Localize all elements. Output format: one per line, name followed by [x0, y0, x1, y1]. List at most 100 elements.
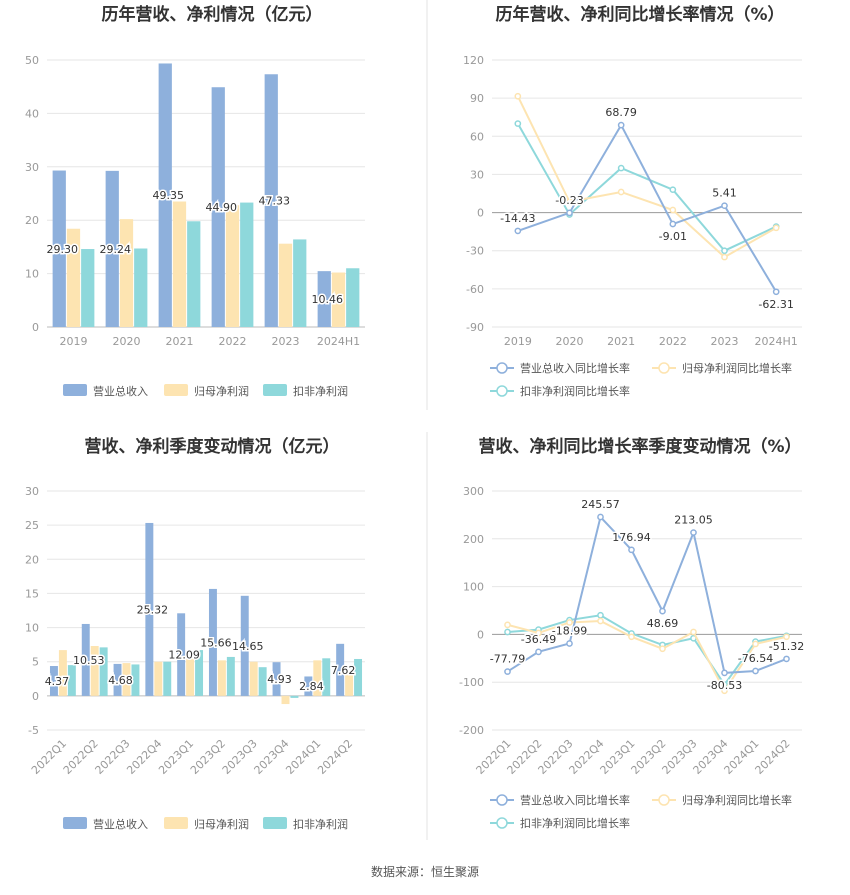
series-point [535, 629, 542, 637]
series-line [507, 620, 787, 693]
series-point [617, 121, 625, 129]
data-label: 14.65 [232, 640, 264, 653]
data-label: -76.54 [738, 652, 773, 665]
y-tick-label: -60 [466, 283, 484, 296]
y-tick-label: 25 [25, 519, 39, 532]
chart-annual-amount: 历年营收、净利情况（亿元） 0 10 20 30 40 50 2019 2020 2021 2022… [25, 4, 365, 398]
legend-swatch [164, 817, 188, 829]
y-tick-label: 30 [25, 485, 39, 498]
source-note: 数据来源：恒生聚源 [371, 864, 479, 879]
series-line [506, 514, 787, 674]
legend-label: 扣非净利润同比增长率 [520, 816, 630, 830]
x-tick-label: 2023 [272, 335, 300, 348]
y-tick-label: 90 [470, 92, 484, 105]
series-point [566, 619, 573, 626]
series-point [566, 198, 573, 206]
legend-label: 归母净利润 [194, 817, 249, 831]
legend-label: 营业总收入 [93, 817, 148, 831]
series-point [721, 669, 728, 677]
bar-net-profit [172, 201, 187, 327]
data-label: 47.33 [259, 195, 291, 208]
bar-revenue [105, 170, 119, 327]
bar-net-profit [186, 658, 195, 696]
data-label: 48.69 [647, 617, 679, 630]
bar-revenue [272, 662, 281, 696]
data-label: 213.05 [674, 514, 713, 527]
x-tick-label: 2021 [166, 335, 194, 348]
bar-net-profit [345, 674, 354, 696]
x-tick-label: 2024Q2 [315, 737, 355, 777]
bar-revenue [113, 663, 122, 696]
y-tick-label: 0 [32, 321, 39, 334]
y-tick-label: 40 [25, 107, 39, 120]
legend-label: 归母净利润同比增长率 [682, 361, 792, 375]
series-point [659, 607, 666, 615]
legend-label: 营业总收入同比增长率 [520, 361, 630, 375]
legend-marker [496, 794, 508, 806]
bar-deducted-profit [290, 695, 299, 698]
series-point [690, 529, 697, 536]
data-label: 44.90 [206, 201, 238, 214]
y-tick-label: 30 [25, 161, 39, 174]
data-label: -36.49 [521, 633, 556, 646]
bar-deducted-profit [346, 268, 360, 327]
bar-net-profit [249, 661, 258, 696]
data-label: 29.30 [47, 243, 79, 256]
legend-swatch [263, 384, 287, 396]
bar-net-profit [217, 660, 226, 696]
series-point [783, 633, 790, 641]
bar-deducted-profit [187, 221, 201, 327]
bar-net-profit [281, 695, 290, 705]
bar-deducted-profit [354, 658, 363, 696]
series-point [514, 120, 522, 127]
bar-revenue [81, 623, 90, 696]
bar-revenue [177, 613, 186, 696]
legend-marker [658, 794, 670, 806]
series-point [617, 188, 625, 196]
series-point [721, 687, 728, 695]
series-point [566, 640, 573, 647]
data-label: 7.62 [331, 664, 356, 677]
y-tick-label: 100 [463, 581, 484, 594]
series-point [597, 617, 604, 625]
data-label: 2.84 [299, 680, 324, 693]
series-point [659, 645, 666, 653]
chart-title: 历年营收、净利同比增长率情况（%） [495, 4, 784, 25]
y-tick-label: 0 [32, 690, 39, 703]
legend-label: 归母净利润同比增长率 [682, 793, 792, 807]
series-point [690, 628, 697, 636]
data-label: -77.79 [490, 653, 525, 666]
y-tick-label: 30 [470, 168, 484, 181]
series-point [772, 288, 780, 296]
y-tick-label: -30 [466, 245, 484, 258]
bar-net-profit [122, 663, 131, 696]
y-tick-label: 5 [32, 656, 39, 669]
data-label: 49.35 [153, 189, 185, 202]
series-point [752, 640, 759, 648]
series-point [535, 648, 542, 656]
data-label: 10.53 [73, 654, 105, 667]
series-point [504, 628, 511, 636]
series-point [514, 92, 522, 100]
data-label: 4.37 [45, 675, 70, 688]
data-label: 4.68 [108, 674, 133, 687]
bar-deducted-profit [67, 665, 76, 696]
data-label: -80.53 [707, 679, 742, 692]
bar-revenue [304, 676, 313, 696]
series-point [597, 513, 604, 521]
x-tick-label: 2019 [504, 335, 532, 348]
y-tick-label: 50 [25, 54, 39, 67]
data-label: 29.24 [100, 243, 132, 256]
x-tick-label: 2019 [60, 335, 88, 348]
x-tick-label: 2024Q2 [753, 737, 793, 777]
legend-marker [496, 362, 508, 374]
series-point [721, 247, 728, 255]
series-point [669, 220, 677, 228]
y-tick-label: 0 [477, 628, 484, 641]
bar-deducted-profit [322, 658, 331, 696]
bar-revenue [240, 595, 249, 696]
y-tick-label: 10 [25, 268, 39, 281]
bar-net-profit [58, 650, 67, 696]
chart-title: 营收、净利同比增长率季度变动情况（%） [478, 436, 801, 457]
